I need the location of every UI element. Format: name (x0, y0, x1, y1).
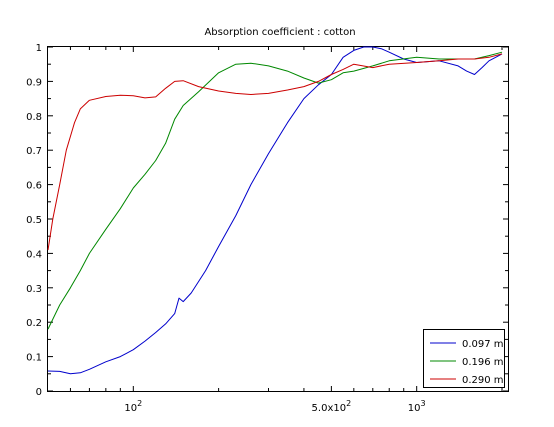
plot-area-frame (47, 46, 509, 392)
y-tick-label: 0.9 (26, 77, 42, 88)
series-line-1 (47, 46, 503, 375)
x-tick-label-base: 10 (408, 403, 421, 414)
x-tick-label: 5.0x102 (312, 399, 352, 414)
y-tick-label: 0.3 (26, 284, 42, 295)
legend-label: 0.290 m (462, 375, 504, 386)
y-tick-label: 0.5 (26, 215, 42, 226)
legend-label: 0.097 m (462, 339, 504, 350)
y-tick-label: 0.1 (26, 353, 42, 364)
y-tick-label: 0.8 (26, 112, 42, 123)
y-tick-label: 0.6 (26, 181, 42, 192)
chart-title: Absorption coefficient : cotton (204, 27, 355, 38)
legend: 0.097 m 0.196 m 0.290 m (423, 329, 505, 388)
x-tick-label: 103 (408, 399, 426, 414)
y-tick-label: 0 (36, 387, 42, 398)
x-tick-label: 102 (124, 399, 142, 414)
y-tick-label: 1 (36, 43, 42, 54)
series-line-2 (47, 51, 503, 330)
x-tick-label-base: 5.0x10 (312, 403, 347, 414)
y-tick-label: 0.7 (26, 146, 42, 157)
x-tick-label-exponent: 2 (137, 399, 142, 408)
x-tick-label-exponent: 3 (421, 399, 426, 408)
legend-label: 0.196 m (462, 357, 504, 368)
y-tick-label: 0.2 (26, 318, 42, 329)
series-lines (47, 46, 503, 375)
y-tick-label: 0.4 (26, 249, 42, 260)
x-tick-label-exponent: 2 (346, 399, 351, 408)
x-tick-label-base: 10 (124, 403, 137, 414)
series-line-3 (47, 53, 503, 251)
legend-box (423, 329, 505, 388)
